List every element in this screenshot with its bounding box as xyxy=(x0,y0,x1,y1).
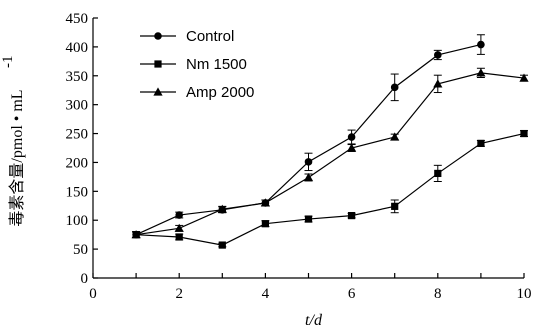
y-tick-label: 350 xyxy=(66,69,89,85)
y-tick-label: 50 xyxy=(73,242,88,258)
y-tick-label: 0 xyxy=(81,271,89,287)
series-line xyxy=(136,132,525,246)
x-tick-label: 8 xyxy=(434,286,442,302)
data-point xyxy=(260,198,270,207)
data-point xyxy=(391,202,399,210)
data-point xyxy=(261,220,269,228)
x-tick-label: 10 xyxy=(517,286,532,302)
data-point xyxy=(433,79,443,88)
x-tick-label: 6 xyxy=(348,286,356,302)
legend-label: Control xyxy=(186,28,234,45)
data-point xyxy=(476,68,486,77)
y-axis-title-superscript: -1 xyxy=(0,56,16,69)
y-tick-label: 400 xyxy=(66,40,89,56)
legend: Control Nm 1500 Amp 2000 xyxy=(140,28,254,101)
y-tick-label: 100 xyxy=(66,213,89,229)
x-axis-title: t/d xyxy=(305,312,323,328)
data-point xyxy=(131,230,141,239)
series-control xyxy=(132,34,485,239)
x-tick-label: 4 xyxy=(262,286,270,302)
data-point xyxy=(303,172,314,182)
data-point xyxy=(519,73,529,82)
series-line xyxy=(135,43,482,236)
x-axis-ticks: 0 2 4 6 8 10 xyxy=(89,273,532,302)
y-tick-label: 250 xyxy=(66,127,89,143)
y-tick-label: 150 xyxy=(66,184,89,200)
data-point xyxy=(390,132,400,141)
legend-label: Nm 1500 xyxy=(186,56,247,73)
data-point xyxy=(477,40,485,49)
data-point xyxy=(348,212,356,220)
y-axis-title: 毒素含量/pmol • mL xyxy=(8,89,26,226)
data-point xyxy=(390,83,399,92)
series-nm-1500 xyxy=(132,129,528,249)
data-point xyxy=(175,211,183,219)
data-point xyxy=(477,139,485,147)
data-point xyxy=(175,233,183,241)
x-tick-label: 0 xyxy=(89,286,97,302)
legend-marker xyxy=(153,87,163,96)
data-point xyxy=(217,204,227,213)
data-point xyxy=(218,241,226,249)
data-point xyxy=(304,215,313,223)
series-line xyxy=(136,72,525,236)
data-point xyxy=(174,223,184,232)
series-layer xyxy=(131,34,529,249)
x-tick-label: 2 xyxy=(175,286,183,302)
data-point xyxy=(347,133,356,141)
legend-label: Amp 2000 xyxy=(186,84,254,101)
data-point xyxy=(347,143,357,152)
y-axis-title-group: 毒素含量/pmol • mL -1 xyxy=(0,56,26,227)
data-point xyxy=(434,169,442,178)
data-point xyxy=(434,51,442,59)
legend-marker xyxy=(154,32,162,40)
y-tick-label: 450 xyxy=(66,11,89,27)
data-point xyxy=(304,158,313,166)
legend-marker xyxy=(154,60,162,68)
y-tick-label: 200 xyxy=(66,155,89,171)
series-amp-2000 xyxy=(131,67,529,239)
y-axis-ticks: 0 50 100 150 200 250 300 350 400 450 xyxy=(66,11,98,287)
y-tick-label: 300 xyxy=(66,98,89,114)
data-point xyxy=(520,129,528,138)
axes xyxy=(92,18,524,279)
